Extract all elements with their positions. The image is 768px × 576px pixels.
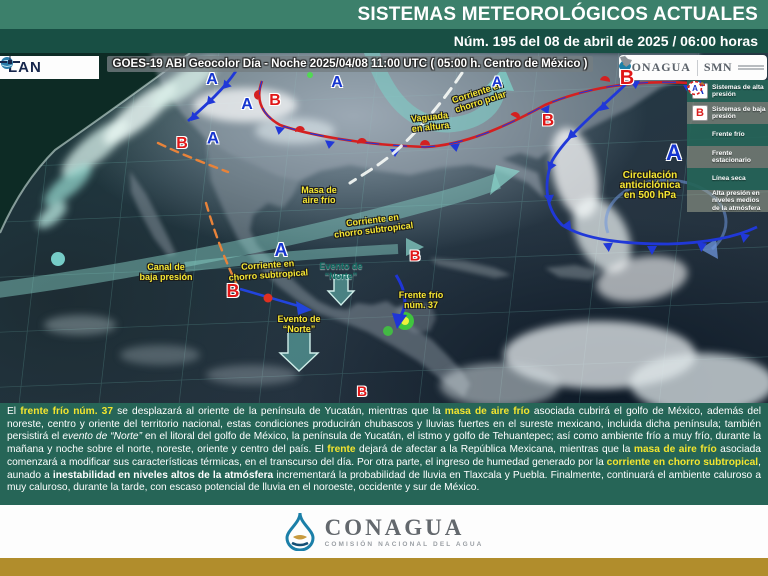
cold-front-northwest	[187, 70, 238, 123]
high-pressure-marker: A	[206, 71, 218, 88]
map-label: Corriente en chorro subtropical	[333, 211, 414, 240]
conagua-wordmark: CONAGUA	[324, 514, 465, 540]
forecast-segment: asociada comenzará a modificar sus carac…	[7, 444, 761, 468]
baja-california	[130, 171, 176, 256]
cold-front-east	[544, 81, 758, 255]
hispaniola-island	[545, 265, 601, 280]
map-label: Evento de “Norte”	[277, 314, 321, 334]
low-pressure-marker: B	[226, 281, 240, 301]
cloud-cover	[37, 58, 768, 403]
lanot-logo: LAN	[0, 56, 99, 79]
low-pressure-marker: B	[176, 135, 188, 152]
high-pressure-marker: A	[666, 140, 682, 165]
high-pressure-marker: A	[274, 240, 288, 260]
legend-item-mid-level-high: A Alta presión en niveles medios de la a…	[687, 80, 768, 212]
high-pressure-marker: A	[491, 73, 503, 91]
satellite-caption: GOES-19 ABI Geocolor Día - Noche 2025/04…	[107, 56, 593, 72]
low-pressure-channel-line	[156, 141, 239, 287]
lanot-label: LAN	[8, 59, 42, 76]
forecast-segment: en el litoral del golfo de México, la pe…	[7, 431, 762, 456]
forecast-segment: masa de aire frío	[444, 406, 530, 417]
forecast-segment: frente frío núm. 37	[20, 406, 114, 417]
satellite-map: GOES-19 ABI Geocolor Día - Noche 2025/04…	[0, 53, 768, 403]
forecast-segment: masa de aire frío	[633, 444, 717, 456]
conagua-logo-text: CONAGUA	[621, 60, 691, 74]
legend-item-low-pressure: B Sistemas de baja presión	[687, 102, 768, 124]
map-annotations: Vaguada en altura Corriente en chorro pol…	[0, 53, 768, 403]
footer-logo-text: CONAGUA COMISIÓN NACIONAL DEL AGUA	[324, 514, 484, 548]
forecast-segment: , aunado a	[7, 456, 761, 481]
trough-dashed-line	[348, 71, 464, 185]
smn-map-icon	[620, 56, 632, 67]
forecast-segment: evento de “Norte”	[62, 431, 142, 443]
forecast-segment: dejará de afectar a la República Mexican…	[355, 444, 634, 456]
forecast-segment: frente	[327, 444, 356, 456]
page-title: SISTEMAS METEOROLÓGICOS ACTUALES	[0, 0, 768, 29]
low-pressure-marker: B	[409, 247, 421, 265]
mexico-landmass	[205, 138, 470, 397]
norte-event-arrows	[278, 274, 356, 372]
low-pressure-marker: B	[269, 92, 281, 109]
map-label: Frente frío núm. 37	[398, 290, 444, 310]
map-label: Circulación anticiclónica en 500 hPa	[619, 170, 681, 201]
map-label: Canal de baja presión	[139, 262, 193, 282]
footer-logo-band: CONAGUA COMISIÓN NACIONAL DEL AGUA	[0, 505, 768, 558]
logo-divider	[696, 59, 698, 76]
cold-front-37	[392, 274, 407, 329]
high-pressure-marker: A	[206, 128, 220, 148]
map-legend: A Sistemas de alta presión B Sistemas de…	[687, 80, 768, 212]
low-pressure-icon: B	[690, 104, 710, 122]
map-label: Corriente en chorro polar	[450, 79, 508, 115]
conagua-subtitle: COMISIÓN NACIONAL DEL AGUA	[324, 540, 484, 548]
gold-footer-bar	[0, 558, 768, 576]
forecast-segment: asociada cubrirá el golfo de México, ade…	[7, 406, 762, 443]
map-label: Corriente en chorro subtropical	[228, 258, 309, 283]
conagua-drop-icon-large	[285, 512, 315, 551]
subtropical-jet-arrow	[0, 165, 520, 298]
forecast-discussion: El frente frío núm. 37 se desplazará al …	[0, 403, 768, 505]
low-pressure-marker: B	[619, 67, 635, 89]
satellite-icon	[0, 56, 20, 64]
forecast-segment: se desplazará al oriente de la península…	[113, 406, 445, 417]
bulletin-number-date: Núm. 195 del 08 de abril de 2025 / 06:00…	[0, 29, 768, 53]
wind-vector	[239, 287, 312, 315]
earth-disk-edge	[0, 53, 191, 234]
cuba-island	[430, 258, 511, 278]
polar-jet-arrow	[363, 53, 514, 133]
map-artwork	[0, 53, 768, 403]
high-pressure-marker: A	[331, 74, 343, 91]
anticyclonic-circulation-arrow	[604, 178, 728, 259]
forecast-segment: incrementará la probabilidad de lluvia e…	[7, 469, 761, 494]
mid-level-high-icon: A	[687, 80, 710, 210]
map-label: Evento de “Norte”	[319, 261, 363, 281]
forecast-segment: El	[7, 406, 21, 417]
map-label: Masa de aire frío	[301, 185, 337, 205]
forecast-segment: inestabilidad en niveles altos de la atm…	[52, 469, 274, 481]
map-label: Vaguada en altura	[410, 110, 450, 134]
svg-text:A: A	[692, 84, 698, 93]
high-pressure-marker: A	[241, 96, 253, 113]
forecast-segment: corriente en chorro subtropical	[606, 456, 759, 468]
smn-logo-text: SMN	[703, 60, 733, 74]
low-pressure-marker: B	[541, 110, 555, 130]
low-pressure-marker: B	[356, 383, 368, 399]
smn-sub-lines	[738, 65, 765, 70]
brand-logos: CONAGUA SMN	[619, 55, 767, 80]
